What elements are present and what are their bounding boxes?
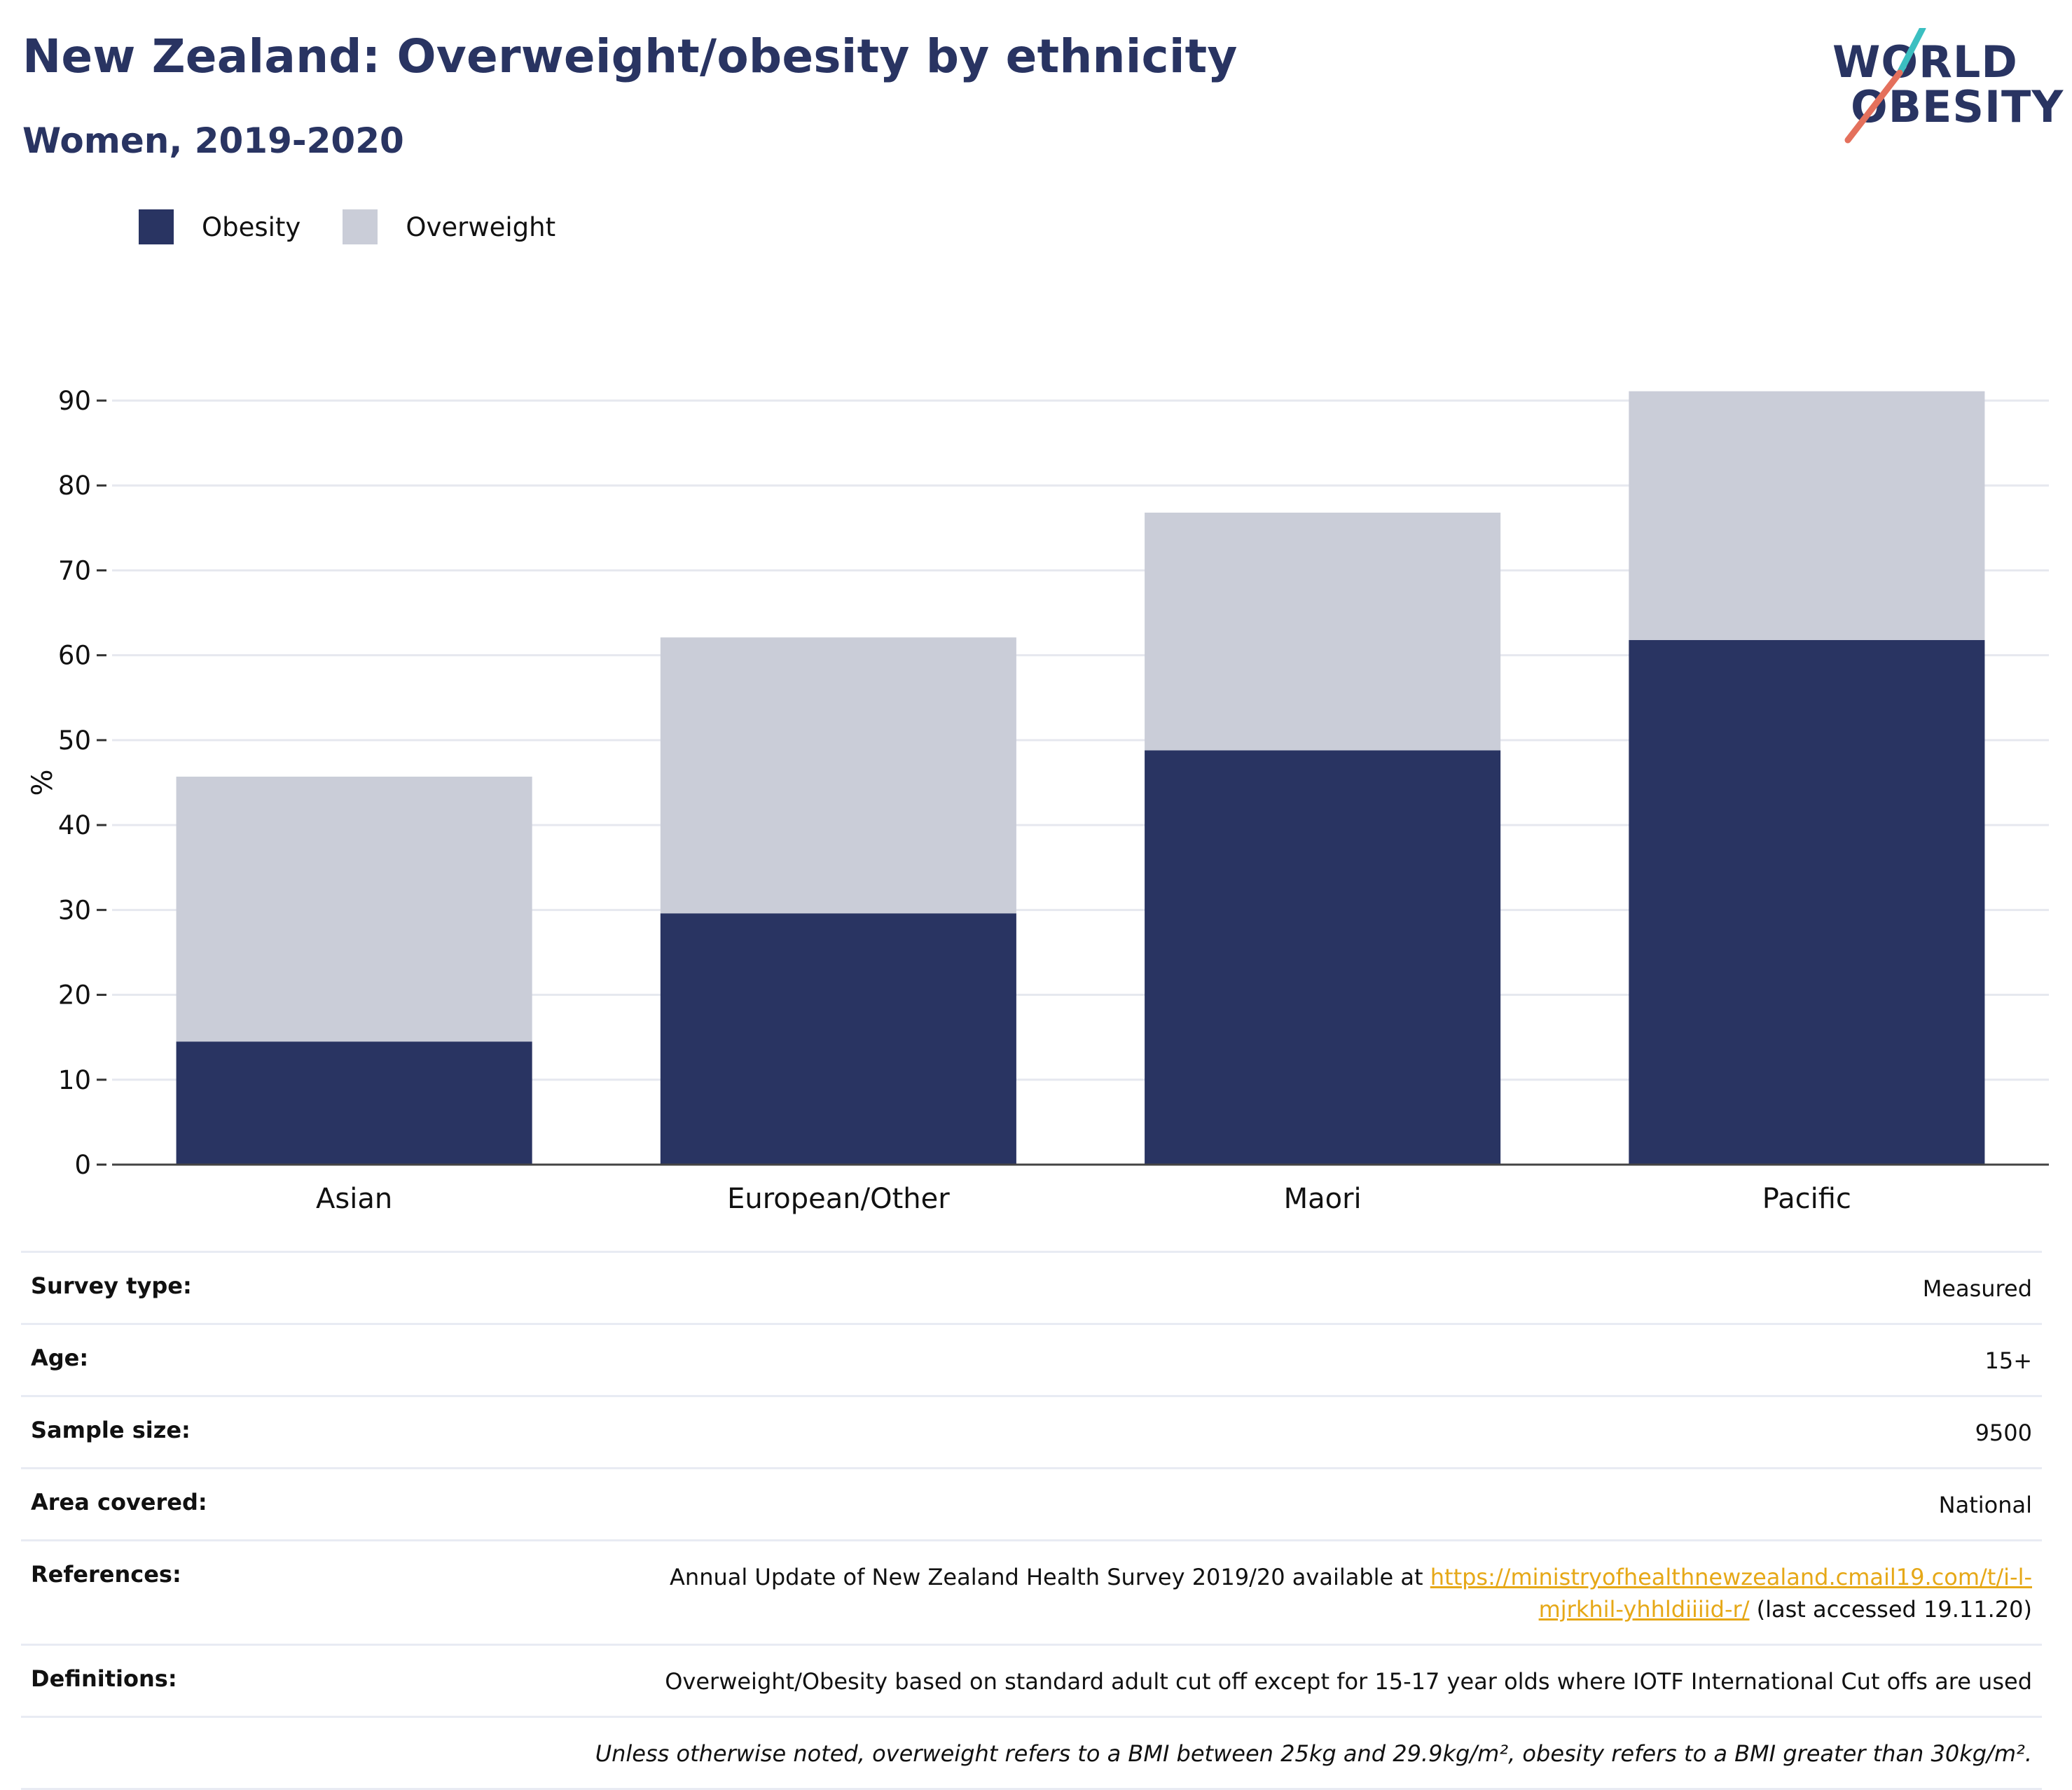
legend-item-obesity[interactable]: Obesity — [139, 209, 301, 244]
meta-row-definitions: Definitions: Overweight/Obesity based on… — [21, 1644, 2042, 1716]
bar-overweight-european-other — [660, 637, 1016, 914]
y-tick-label: 20 — [58, 980, 91, 1011]
meta-row-references: References: Annual Update of New Zealand… — [21, 1539, 2042, 1644]
logo-slash-icon — [1844, 28, 1926, 144]
logo-line-1: WORLD — [1832, 36, 2018, 88]
y-tick-label: 80 — [58, 471, 91, 501]
meta-row-note: Unless otherwise noted, overweight refer… — [21, 1716, 2042, 1790]
chart-legend: Obesity Overweight — [139, 209, 598, 245]
legend-item-overweight[interactable]: Overweight — [343, 209, 555, 244]
legend-label-overweight: Overweight — [406, 211, 556, 242]
chart-title: New Zealand: Overweight/obesity by ethni… — [22, 29, 1238, 83]
x-tick-label: Pacific — [1762, 1183, 1851, 1215]
meta-key: Age: — [31, 1345, 89, 1371]
legend-label-obesity: Obesity — [202, 211, 301, 242]
y-tick-label: 30 — [58, 895, 91, 925]
references-text: Annual Update of New Zealand Health Surv… — [670, 1564, 1430, 1590]
bar-overweight-pacific — [1629, 391, 1985, 640]
bar-obesity-european-other — [660, 913, 1016, 1165]
y-tick-label: 70 — [58, 555, 91, 585]
chart-subtitle: Women, 2019-2020 — [22, 120, 404, 161]
references-link[interactable]: https://ministryofhealthnewzealand.cmail… — [1430, 1564, 2032, 1623]
y-tick-label: 90 — [58, 386, 91, 416]
bar-overweight-asian — [176, 777, 532, 1042]
bar-overweight-maori — [1145, 513, 1501, 751]
references-value: Annual Update of New Zealand Health Surv… — [603, 1561, 2032, 1625]
legend-swatch-obesity — [139, 209, 174, 244]
meta-row-survey-type: Survey type: Measured — [21, 1251, 2042, 1323]
y-tick-label: 40 — [58, 810, 91, 840]
meta-key: Area covered: — [31, 1489, 207, 1515]
meta-key: References: — [31, 1561, 181, 1588]
x-tick-label: Asian — [316, 1183, 392, 1215]
meta-row-age: Age: 15+ — [21, 1323, 2042, 1395]
meta-row-area-covered: Area covered: National — [21, 1467, 2042, 1539]
bar-obesity-pacific — [1629, 639, 1985, 1165]
logo-slash-teal — [1896, 28, 1926, 76]
meta-key: Definitions: — [31, 1665, 177, 1692]
y-tick-label: 60 — [58, 641, 91, 671]
meta-value: 15+ — [1984, 1347, 2032, 1374]
meta-row-sample-size: Sample size: 9500 — [21, 1395, 2042, 1467]
survey-details-table: Survey type: Measured Age: 15+ Sample si… — [21, 1251, 2042, 1790]
legend-swatch-overweight — [343, 209, 378, 244]
meta-value: Measured — [1922, 1275, 2032, 1302]
bar-obesity-asian — [176, 1041, 532, 1165]
stacked-bar-chart: 0 10 20 30 40 50 60 70 80 90% Asian European/Other M… — [27, 386, 2049, 1215]
bar-obesity-maori — [1145, 750, 1501, 1165]
meta-key: Survey type: — [31, 1272, 192, 1299]
logo-slash-coral — [1844, 69, 1903, 144]
y-tick-label: 0 — [74, 1150, 91, 1180]
y-axis-label: % — [27, 769, 59, 796]
y-tick-label: 50 — [58, 726, 91, 756]
meta-value: Overweight/Obesity based on standard adu… — [665, 1668, 2032, 1695]
x-tick-label: European/Other — [727, 1183, 950, 1215]
bmi-note: Unless otherwise noted, overweight refer… — [595, 1740, 2032, 1767]
references-accessed: (last accessed 19.11.20) — [1749, 1596, 2032, 1623]
meta-key: Sample size: — [31, 1417, 191, 1443]
meta-value: National — [1938, 1492, 2032, 1518]
y-tick-label: 10 — [58, 1065, 91, 1095]
meta-value: 9500 — [1975, 1420, 2032, 1446]
world-obesity-logo: WORLD OBESITY — [1821, 28, 2063, 154]
x-tick-label: Maori — [1284, 1183, 1362, 1215]
